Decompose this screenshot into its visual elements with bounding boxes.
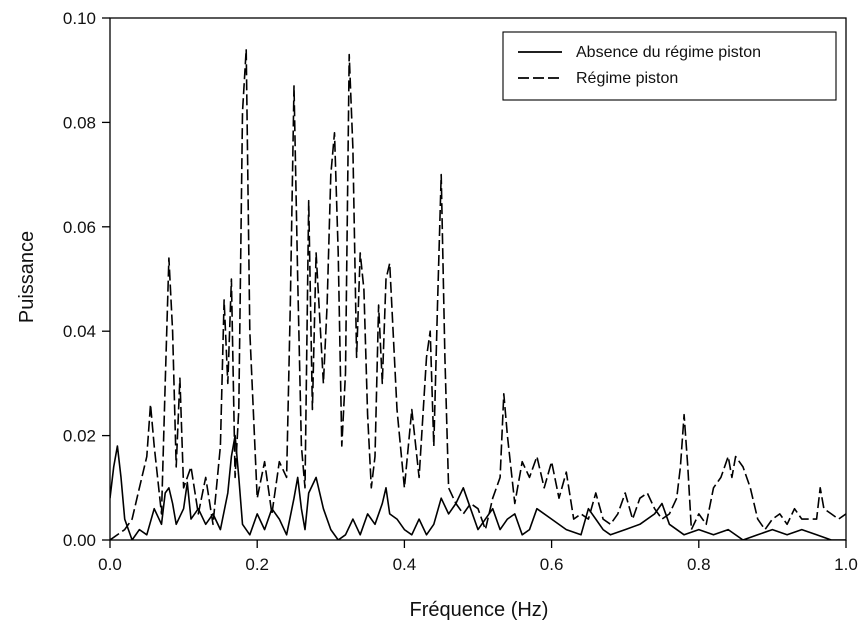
y-tick-label: 0.10 — [63, 9, 96, 28]
y-axis: 0.00 0.02 0.04 0.06 0.08 0.10 — [63, 9, 110, 550]
series-layer — [110, 48, 846, 540]
x-tick-label: 0.0 — [98, 555, 122, 574]
y-tick-label: 0.06 — [63, 218, 96, 237]
x-tick-label: 0.2 — [245, 555, 269, 574]
y-tick-label: 0.04 — [63, 322, 96, 341]
y-axis-title: Puissance — [16, 231, 38, 323]
x-tick-label: 0.8 — [687, 555, 711, 574]
plot-area — [109, 17, 847, 541]
legend-label: Régime piston — [576, 70, 678, 87]
y-tick-label: 0.08 — [63, 113, 96, 132]
legend: Absence du régime piston Régime piston — [502, 31, 837, 101]
legend-label: Absence du régime piston — [576, 44, 761, 61]
series-line-regime-piston — [110, 48, 846, 540]
legend-box — [502, 31, 837, 101]
x-axis: 0.0 0.2 0.4 0.6 0.8 1.0 — [98, 540, 858, 574]
x-tick-label: 1.0 — [834, 555, 858, 574]
x-axis-title: Fréquence (Hz) — [410, 599, 549, 621]
x-tick-label: 0.6 — [540, 555, 564, 574]
plot-frame — [109, 17, 847, 541]
y-tick-label: 0.02 — [63, 427, 96, 446]
x-tick-label: 0.4 — [393, 555, 417, 574]
series-line-absence-regime-piston — [110, 434, 846, 540]
y-tick-label: 0.00 — [63, 531, 96, 550]
